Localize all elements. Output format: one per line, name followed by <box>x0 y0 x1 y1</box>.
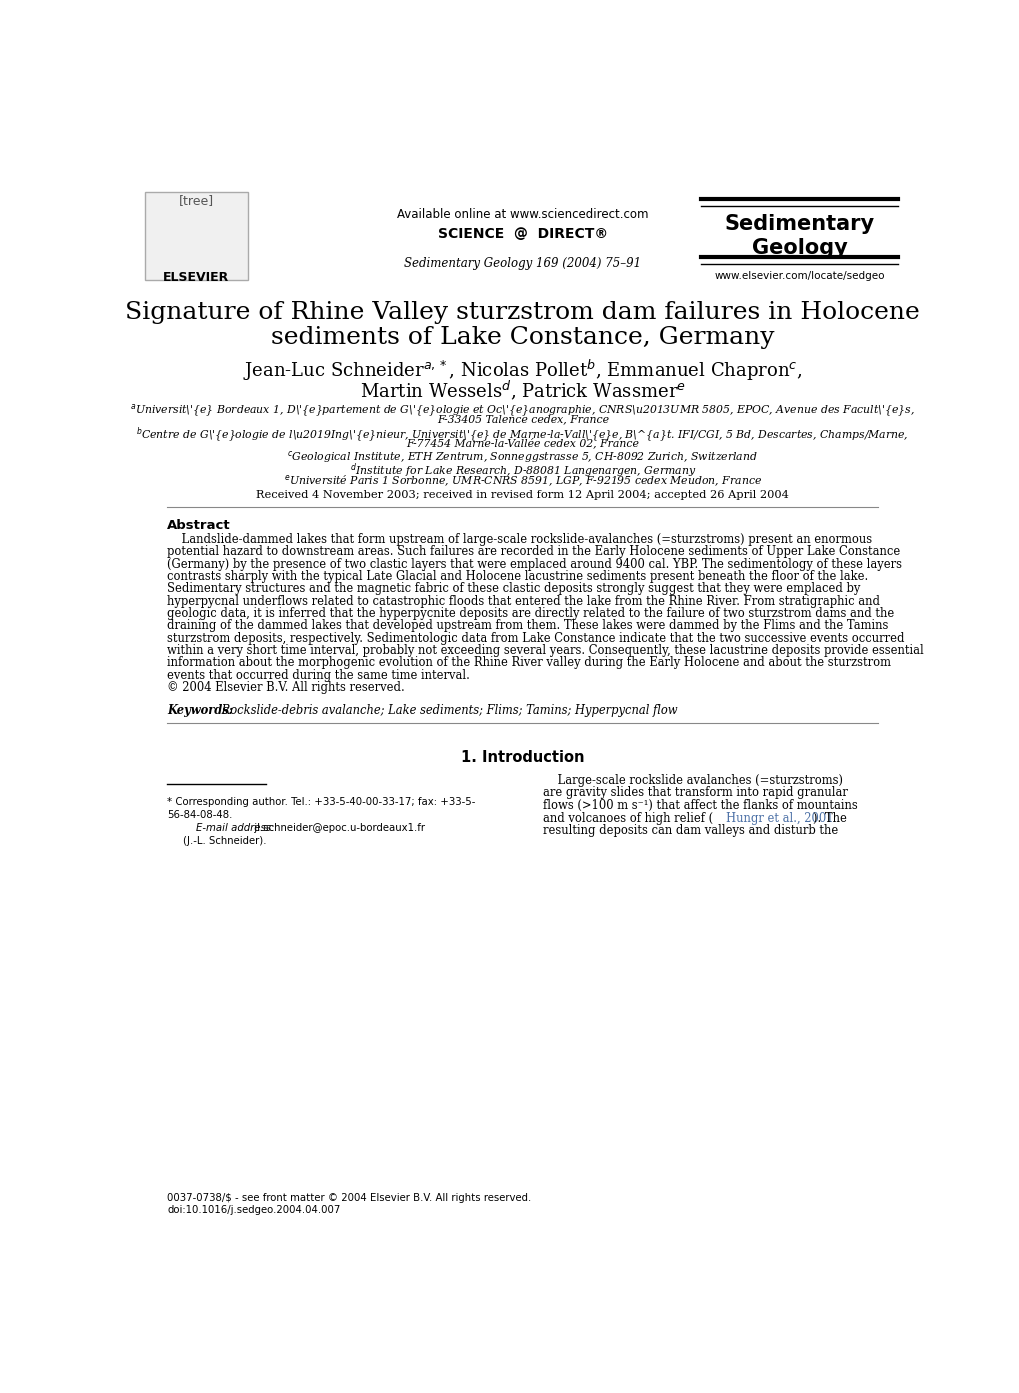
Text: F-77454 Marne-la-Vallée cedex 02, France: F-77454 Marne-la-Vallée cedex 02, France <box>406 437 639 449</box>
Text: Keywords:: Keywords: <box>167 703 232 717</box>
Text: Martin Wessels$^{d}$, Patrick Wassmer$^{e}$: Martin Wessels$^{d}$, Patrick Wassmer$^{… <box>360 379 685 403</box>
Text: Signature of Rhine Valley sturzstrom dam failures in Holocene: Signature of Rhine Valley sturzstrom dam… <box>125 301 919 325</box>
Text: Abstract: Abstract <box>167 520 230 532</box>
Text: 0037-0738/$ - see front matter © 2004 Elsevier B.V. All rights reserved.: 0037-0738/$ - see front matter © 2004 El… <box>167 1192 531 1202</box>
Text: Available online at www.sciencedirect.com: Available online at www.sciencedirect.co… <box>396 208 648 221</box>
Text: Hungr et al., 2001: Hungr et al., 2001 <box>726 812 833 825</box>
Text: E-mail address:: E-mail address: <box>182 823 274 833</box>
Text: Sedimentary structures and the magnetic fabric of these clastic deposits strongl: Sedimentary structures and the magnetic … <box>167 582 860 595</box>
Text: $^{a}$Universit\'{e} Bordeaux 1, D\'{e}partement de G\'{e}ologie et Oc\'{e}anogr: $^{a}$Universit\'{e} Bordeaux 1, D\'{e}p… <box>130 403 914 419</box>
Text: © 2004 Elsevier B.V. All rights reserved.: © 2004 Elsevier B.V. All rights reserved… <box>167 681 405 694</box>
Text: (J.-L. Schneider).: (J.-L. Schneider). <box>182 836 266 846</box>
Text: within a very short time interval, probably not exceeding several years. Consequ: within a very short time interval, proba… <box>167 644 923 657</box>
Bar <box>145 192 248 280</box>
Text: Landslide-dammed lakes that form upstream of large-scale rockslide-avalanches (=: Landslide-dammed lakes that form upstrea… <box>167 534 871 546</box>
Text: potential hazard to downstream areas. Such failures are recorded in the Early Ho: potential hazard to downstream areas. Su… <box>167 545 900 559</box>
Text: jl.schneider@epoc.u-bordeaux1.fr: jl.schneider@epoc.u-bordeaux1.fr <box>251 823 424 833</box>
Text: 56-84-08-48.: 56-84-08-48. <box>167 811 232 820</box>
Text: Rockslide-debris avalanche; Lake sediments; Flims; Tamins; Hyperpycnal flow: Rockslide-debris avalanche; Lake sedimen… <box>217 703 677 717</box>
Text: F-33405 Talence cedex, France: F-33405 Talence cedex, France <box>436 414 608 423</box>
Text: contrasts sharply with the typical Late Glacial and Holocene lacustrine sediment: contrasts sharply with the typical Late … <box>167 570 867 582</box>
Text: Large-scale rockslide avalanches (=sturzstroms): Large-scale rockslide avalanches (=sturz… <box>542 773 842 787</box>
Text: doi:10.1016/j.sedgeo.2004.04.007: doi:10.1016/j.sedgeo.2004.04.007 <box>167 1205 340 1216</box>
Text: events that occurred during the same time interval.: events that occurred during the same tim… <box>167 669 470 681</box>
Text: $^{d}$Institute for Lake Research, D-88081 Langenargen, Germany: $^{d}$Institute for Lake Research, D-880… <box>350 461 695 479</box>
Text: Received 4 November 2003; received in revised form 12 April 2004; accepted 26 Ap: Received 4 November 2003; received in re… <box>256 490 789 500</box>
Text: information about the morphogenic evolution of the Rhine River valley during the: information about the morphogenic evolut… <box>167 656 891 669</box>
Text: Sedimentary: Sedimentary <box>723 215 873 234</box>
Text: are gravity slides that transform into rapid granular: are gravity slides that transform into r… <box>542 787 847 800</box>
Text: 1. Introduction: 1. Introduction <box>461 749 584 765</box>
Text: Geology: Geology <box>751 238 847 258</box>
Text: sturzstrom deposits, respectively. Sedimentologic data from Lake Constance indic: sturzstrom deposits, respectively. Sedim… <box>167 631 904 645</box>
Text: (Germany) by the presence of two clastic layers that were emplaced around 9400 c: (Germany) by the presence of two clastic… <box>167 557 901 571</box>
Text: ). The: ). The <box>812 812 846 825</box>
Text: hyperpycnal underflows related to catastrophic floods that entered the lake from: hyperpycnal underflows related to catast… <box>167 595 879 607</box>
Text: Sedimentary Geology 169 (2004) 75–91: Sedimentary Geology 169 (2004) 75–91 <box>404 258 641 270</box>
Text: and volcanoes of high relief (: and volcanoes of high relief ( <box>542 812 712 825</box>
Text: resulting deposits can dam valleys and disturb the: resulting deposits can dam valleys and d… <box>542 825 837 837</box>
Text: ELSEVIER: ELSEVIER <box>163 272 229 284</box>
Text: flows (>100 m s⁻¹) that affect the flanks of mountains: flows (>100 m s⁻¹) that affect the flank… <box>542 800 856 812</box>
Text: www.elsevier.com/locate/sedgeo: www.elsevier.com/locate/sedgeo <box>713 272 883 281</box>
Text: $^{c}$Geological Institute, ETH Zentrum, Sonneggstrasse 5, CH-8092 Zurich, Switz: $^{c}$Geological Institute, ETH Zentrum,… <box>287 450 757 465</box>
Text: [tree]: [tree] <box>178 194 214 208</box>
Text: geologic data, it is inferred that the hyperpycnite deposits are directly relate: geologic data, it is inferred that the h… <box>167 607 894 620</box>
Text: SCIENCE  @  DIRECT®: SCIENCE @ DIRECT® <box>437 227 607 241</box>
Text: draining of the dammed lakes that developed upstream from them. These lakes were: draining of the dammed lakes that develo… <box>167 620 888 632</box>
Text: $^{e}$Université Paris 1 Sorbonne, UMR-CNRS 8591, LGP, F-92195 cedex Meudon, Fra: $^{e}$Université Paris 1 Sorbonne, UMR-C… <box>283 472 761 488</box>
Text: sediments of Lake Constance, Germany: sediments of Lake Constance, Germany <box>271 326 773 348</box>
Text: Jean-Luc Schneider$^{a,*}$, Nicolas Pollet$^{b}$, Emmanuel Chapron$^{c}$,: Jean-Luc Schneider$^{a,*}$, Nicolas Poll… <box>243 358 802 383</box>
Text: * Corresponding author. Tel.: +33-5-40-00-33-17; fax: +33-5-: * Corresponding author. Tel.: +33-5-40-0… <box>167 797 475 808</box>
Text: $^{b}$Centre de G\'{e}ologie de l\u2019Ing\'{e}nieur, Universit\'{e} de Marne-la: $^{b}$Centre de G\'{e}ologie de l\u2019I… <box>137 426 908 444</box>
